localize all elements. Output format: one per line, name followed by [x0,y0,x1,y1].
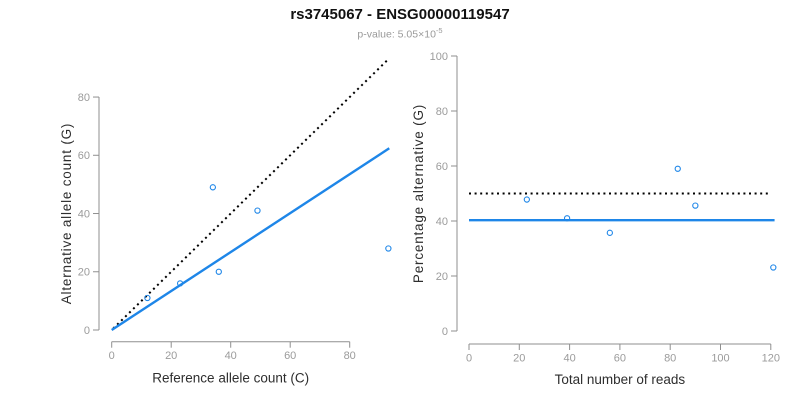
data-point [674,165,681,172]
data-point [215,268,222,275]
p-value-text: p-value: 5.05×10 [357,28,436,41]
allele-count-plot: 0 20 40 60 80 0 20 40 60 80 Reference allele count… [59,58,392,386]
scatter-plots-svg: 0 20 40 60 80 0 20 40 60 80 Reference allele count… [59,51,780,387]
y-tick-label: 40 [436,216,448,228]
x-tick-label: 80 [344,350,356,362]
x-tick-label: 60 [284,350,296,362]
figure-subtitle: p-value: 5.05×10-5 [0,26,800,41]
x-tick-label: 80 [664,353,676,365]
x-axis-title: Reference allele count (C) [152,371,309,386]
x-tick-label: 0 [466,353,472,365]
x-tick-label: 0 [109,350,115,362]
data-point [523,196,530,203]
y-tick-label: 0 [84,325,90,337]
y-tick-label: 100 [430,51,448,63]
y-tick-label: 40 [78,208,90,220]
identity-line [112,58,390,330]
x-tick-label: 40 [563,353,575,365]
y-tick-label: 0 [442,326,448,338]
percentage-plot: 0 20 40 60 80 100 0 20 40 60 80 100 120 Total number … [411,51,780,387]
data-point [563,215,571,222]
data-point [692,202,699,209]
x-tick-label: 40 [225,350,237,362]
y-tick-label: 80 [436,106,448,118]
x-tick-label: 20 [165,350,177,362]
x-tick-label: 20 [513,353,525,365]
y-tick-label: 20 [78,267,90,279]
y-tick-label: 80 [78,92,90,104]
x-tick-label: 100 [711,353,729,365]
y-tick-label: 60 [78,150,90,162]
data-point [606,229,613,236]
data-point [385,245,392,252]
fit-line [111,147,390,332]
figure-title: rs3745067 - ENSG00000119547 [290,6,510,23]
x-axis-title: Total number of reads [555,372,686,387]
data-point [209,184,216,191]
y-axis-title: Percentage alternative (G) [411,104,426,283]
data-point [176,280,184,287]
p-value-exponent: -5 [435,26,443,35]
data-point [144,294,151,302]
data-point [254,207,261,214]
y-axis-title: Alternative allele count (G) [59,123,74,304]
y-tick-label: 20 [436,271,448,283]
y-tick-label: 60 [436,161,448,173]
data-point [770,264,777,271]
x-tick-label: 120 [762,353,780,365]
x-tick-label: 60 [614,353,626,365]
